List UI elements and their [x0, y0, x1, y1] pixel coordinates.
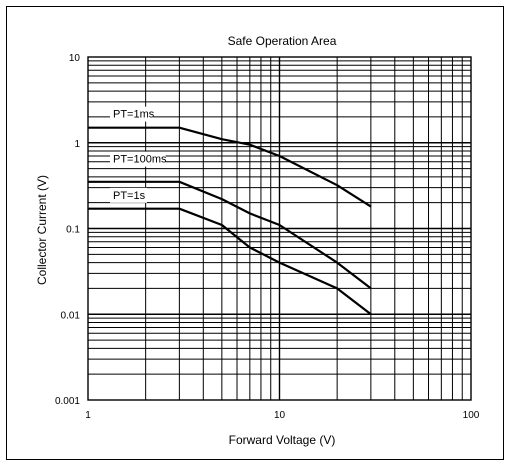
series-label-box: [110, 187, 147, 203]
chart-frame: [6, 6, 504, 460]
series-label: PT=1s: [113, 190, 146, 202]
x-tick-label: 100: [463, 410, 480, 421]
y-tick-label: 0.01: [61, 310, 81, 321]
x-axis-label: Forward Voltage (V): [229, 433, 336, 447]
x-tick-label: 1: [85, 410, 91, 421]
series-label-box: [110, 151, 166, 167]
chart-title: Safe Operation Area: [228, 34, 337, 48]
y-tick-label: 0.001: [55, 396, 80, 407]
y-tick-label: 1: [74, 139, 80, 150]
y-axis-label: Collector Current (V): [35, 175, 49, 285]
series-line: [88, 207, 372, 316]
y-tick-label: 0.1: [66, 225, 80, 236]
series-label: PT=1ms: [113, 109, 155, 121]
series-label: PT=100ms: [113, 154, 167, 166]
y-tick-label: 10: [69, 53, 81, 64]
x-tick-label: 10: [274, 410, 286, 421]
series-line: [88, 180, 372, 290]
series-line: [88, 126, 372, 208]
series-label-box: [110, 106, 154, 122]
plot-area-border: [87, 56, 472, 401]
